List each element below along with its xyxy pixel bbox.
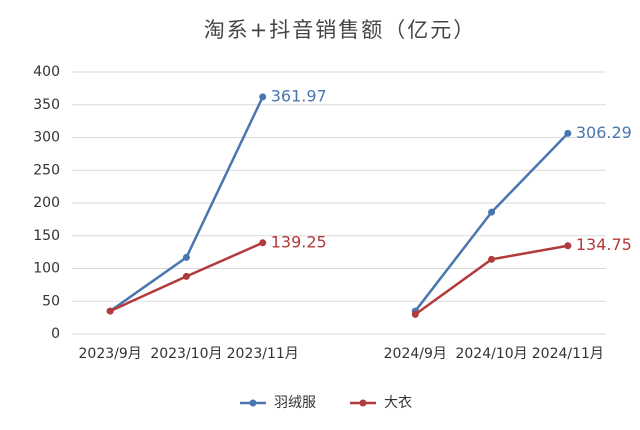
legend-label: 大衣	[384, 395, 412, 411]
y-tick-label: 350	[33, 97, 60, 113]
point	[411, 310, 419, 318]
legend-marker	[249, 399, 257, 407]
series-line	[109, 241, 569, 316]
legend-marker	[359, 399, 367, 407]
point	[488, 208, 496, 216]
y-tick-label: 0	[51, 326, 60, 342]
point	[182, 272, 190, 280]
x-tick-label: 2024/11月	[532, 346, 604, 362]
y-tick-label: 100	[33, 261, 60, 277]
value-label: 139.25	[271, 232, 327, 251]
value-label: 306.29	[576, 123, 632, 142]
point	[564, 129, 572, 137]
point	[182, 253, 190, 261]
y-tick-label: 200	[33, 195, 60, 211]
legend-label: 羽绒服	[274, 395, 316, 411]
y-tick-label: 150	[33, 228, 60, 244]
point	[564, 242, 572, 250]
y-tick-label: 50	[42, 293, 60, 309]
value-label: 134.75	[576, 235, 632, 254]
y-tick-label: 300	[33, 130, 60, 146]
x-tick-label: 2023/10月	[150, 346, 222, 362]
point	[106, 307, 114, 315]
x-tick-label: 2023/11月	[227, 346, 299, 362]
chart-title: 淘系+抖音销售额（亿元）	[204, 18, 477, 42]
point	[259, 239, 267, 247]
value-label: 361.97	[271, 86, 327, 105]
x-tick-label: 2024/10月	[455, 346, 527, 362]
x-tick-label: 2023/9月	[79, 346, 142, 362]
point	[488, 255, 496, 263]
x-tick-label: 2024/9月	[384, 346, 447, 362]
y-tick-label: 250	[33, 162, 60, 178]
point	[259, 93, 267, 101]
y-tick-label: 400	[33, 64, 60, 80]
